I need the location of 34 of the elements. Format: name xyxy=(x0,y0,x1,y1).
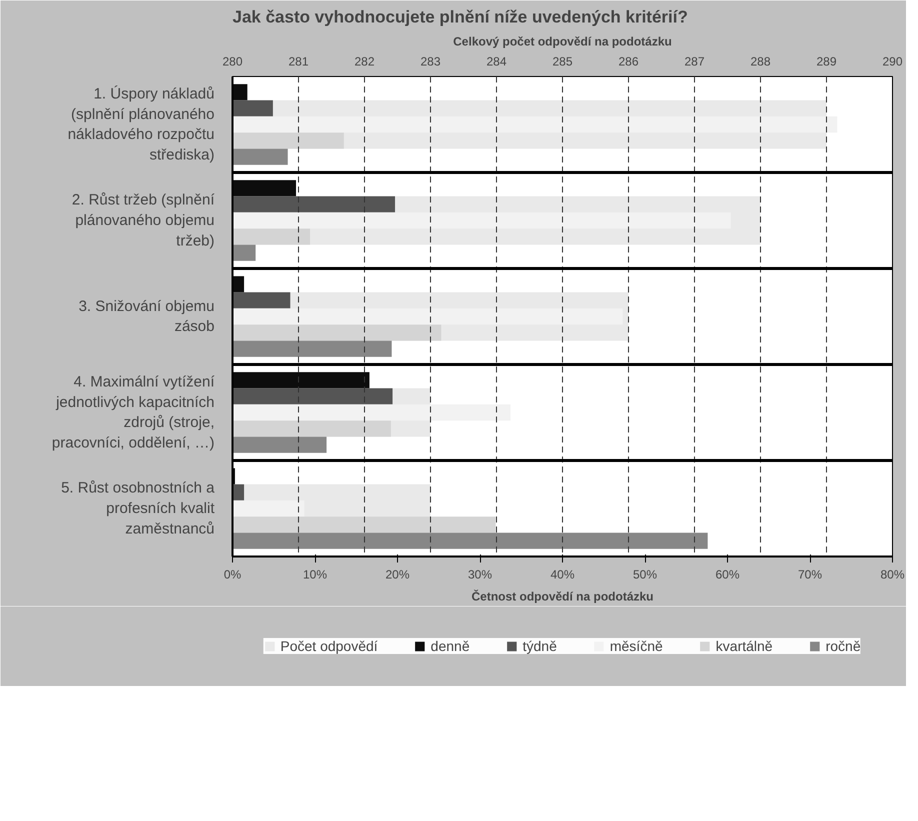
x2-tick-label: 285 xyxy=(552,54,573,68)
x-tick-label: 30% xyxy=(468,568,492,582)
y-tick-label: 3. Snižování objemu zásob xyxy=(78,298,215,336)
x-tick-label: 70% xyxy=(798,568,822,582)
legend-label: ročně xyxy=(826,638,861,654)
x2-tick-label: 282 xyxy=(354,54,375,68)
x-tick-label: 20% xyxy=(385,568,410,582)
x2-axis-title: Celkový počet odpovědí na podotázku xyxy=(453,34,672,48)
y-tick-label: 2. Růst tržeb (splnění plánovaného objemu tržeb) xyxy=(72,192,216,250)
x-tick-label: 40% xyxy=(550,568,575,582)
legend-label: denně xyxy=(430,638,470,654)
x-tick-label: 60% xyxy=(715,568,740,582)
legend-label: týdně xyxy=(522,638,557,654)
legend-label: Počet odpovědí xyxy=(280,638,378,654)
x-tick-label: 80% xyxy=(880,568,905,582)
x-tick-label: 10% xyxy=(302,568,328,582)
x2-tick-label: 289 xyxy=(816,54,837,68)
x2-tick-label: 281 xyxy=(288,54,309,68)
legend-label: kvartálně xyxy=(716,638,773,654)
x2-tick-label: 288 xyxy=(750,54,771,68)
x2-tick-label: 283 xyxy=(420,54,441,68)
x-tick-label: 0% xyxy=(224,568,242,582)
y-tick-label: 4. Maximální vytížení jednotlivých kapacitních zdrojů (stroje, pracovníci, oddělení, …) xyxy=(52,373,216,452)
x2-tick-label: 286 xyxy=(618,54,639,68)
chart-title: Jak často vyhodnocujete plnění níže uvedených kritérií? xyxy=(232,8,688,26)
x2-tick-label: 284 xyxy=(486,54,507,68)
legend-label: měsíčně xyxy=(610,638,663,654)
y-tick-label: 1. Úspory nákladů (splnění plánovaného nákladového rozpočtu střediska) xyxy=(68,84,215,164)
x2-tick-label: 280 xyxy=(222,54,243,68)
y-tick-label: 5. Růst osobnostních a profesních kvalit zaměstnanců xyxy=(61,480,216,538)
x-tick-label: 50% xyxy=(632,568,658,582)
x2-tick-label: 287 xyxy=(684,54,705,68)
x-axis-title: Četnost odpovědí na podotázku xyxy=(472,590,654,604)
x2-tick-label: 290 xyxy=(882,54,903,68)
